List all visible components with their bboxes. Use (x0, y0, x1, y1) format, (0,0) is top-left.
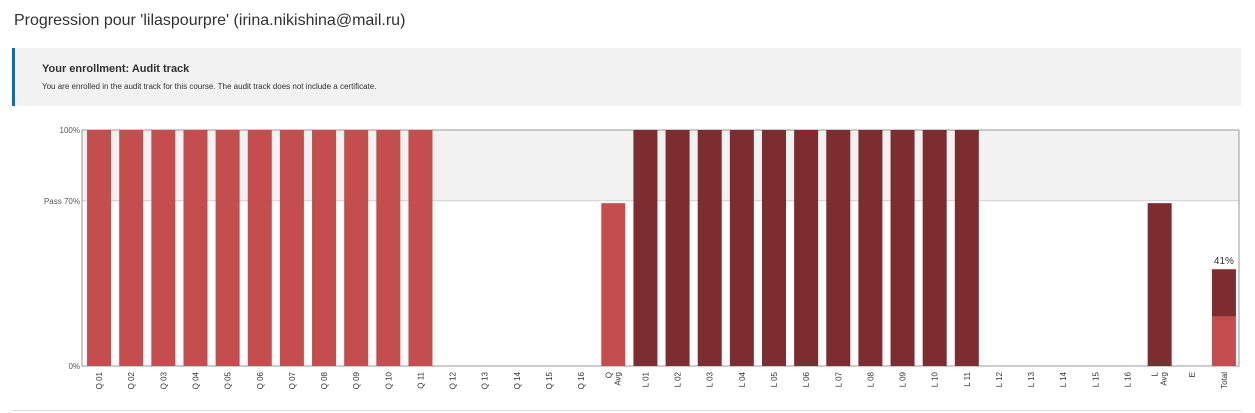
bar (279, 130, 304, 366)
bar (151, 130, 176, 366)
x-tick-label: L 09 (899, 371, 908, 387)
bar (87, 130, 112, 366)
x-tick-label: Q 04 (191, 371, 200, 389)
bar (665, 130, 690, 366)
x-tick-label-part: L (1151, 371, 1160, 376)
x-tick-label: L 16 (1124, 371, 1133, 387)
x-tick-label: Q 11 (416, 371, 425, 388)
x-tick-label: Q 01 (95, 371, 104, 389)
y-tick-label: Pass 70% (44, 197, 80, 206)
page-title: Progression pour 'lilaspourpre' (irina.n… (14, 12, 406, 29)
x-tick-label: Q 07 (288, 371, 297, 389)
x-tick-label: Q 13 (481, 371, 490, 389)
x-tick-label: Q 05 (224, 371, 233, 389)
bar (697, 130, 722, 366)
x-tick-label-part: Avg (1160, 372, 1169, 386)
x-tick-label: Q 16 (577, 371, 586, 389)
bar (729, 130, 754, 366)
x-tick-label: L 10 (931, 371, 940, 387)
x-tick-label: Q 12 (449, 371, 458, 389)
y-tick-label: 100% (60, 126, 80, 135)
bar (601, 203, 626, 366)
y-tick-label: 0% (68, 362, 80, 371)
bar (890, 130, 915, 366)
bar (183, 130, 208, 366)
bar (376, 130, 401, 366)
x-tick-label: L 15 (1091, 371, 1100, 387)
x-tick-label: L 14 (1059, 371, 1068, 387)
bar-segment-quiz (1211, 316, 1236, 366)
plot-frame (81, 129, 1240, 367)
enrollment-title: Your enrollment: Audit track (42, 63, 190, 75)
bar-segment-lab (1211, 269, 1236, 317)
divider (12, 410, 1241, 411)
bar (312, 130, 337, 366)
x-tick-label: L 02 (674, 371, 683, 387)
x-tick-label: Q 09 (352, 371, 361, 389)
bar (954, 130, 979, 366)
bar (408, 130, 433, 366)
bar (1147, 203, 1172, 366)
x-tick-label: L 07 (834, 371, 843, 387)
x-tick-label: Q 02 (127, 371, 136, 389)
x-tick-label: L 05 (770, 371, 779, 387)
x-tick-label: Q 06 (256, 371, 265, 389)
x-tick-label: Total (1220, 372, 1229, 389)
bar (633, 130, 658, 366)
bar (247, 130, 272, 366)
pass-band (82, 130, 1239, 201)
x-tick-label-part: Q (604, 372, 613, 378)
x-tick-label: L 04 (738, 371, 747, 387)
enrollment-message: You are enrolled in the audit track for … (42, 82, 377, 91)
x-tick-label: QAvg (604, 372, 622, 386)
x-tick-label: L 03 (706, 371, 715, 387)
bar (922, 130, 947, 366)
x-tick-label: Q 15 (545, 371, 554, 389)
x-tick-label: Q 10 (384, 371, 393, 389)
enrollment-notice: Your enrollment: Audit track You are enr… (12, 48, 1241, 106)
bar (794, 130, 819, 366)
x-tick-label: L 13 (1027, 371, 1036, 387)
x-tick-label: Q 03 (159, 371, 168, 389)
x-tick-label-part: Avg (613, 372, 622, 386)
x-tick-label: L 06 (802, 371, 811, 387)
bar (761, 130, 786, 366)
x-tick-label: L 12 (995, 371, 1004, 387)
x-tick-label: Q 14 (513, 371, 522, 389)
x-tick-label: E (1188, 372, 1197, 377)
x-tick-label: L 08 (866, 371, 875, 387)
bar (215, 130, 240, 366)
bar (119, 130, 144, 366)
bar (344, 130, 369, 366)
bar (858, 130, 883, 366)
bar (826, 130, 851, 366)
x-tick-label: Q 08 (320, 371, 329, 389)
x-tick-label: L 11 (963, 371, 972, 386)
progress-chart: 100% Pass 70% 0% Q 01 Q 02 Q 03 Q 04 Q 05 Q 06 Q … (44, 126, 1240, 389)
x-tick-label: L 01 (641, 371, 650, 387)
x-tick-label: LAvg (1151, 371, 1169, 385)
bar-value-label: 41% (1214, 256, 1234, 267)
